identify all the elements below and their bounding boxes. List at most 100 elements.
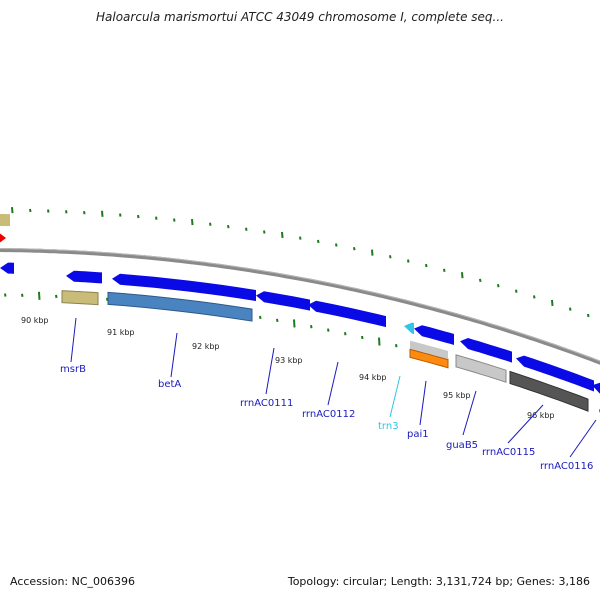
outer-tick-ring (11, 207, 590, 318)
inner-tick (361, 335, 364, 340)
inner-tick (327, 328, 330, 332)
gene-label-trn3[interactable]: trn3 (378, 421, 399, 432)
outer-tick (371, 249, 374, 256)
gene-label-pai1[interactable]: pai1 (407, 429, 429, 440)
outer-tick (47, 209, 50, 213)
topology-summary: Topology: circular; Length: 3,131,724 bp… (287, 575, 590, 588)
outer-tick (317, 239, 320, 244)
inner-tick (21, 293, 24, 298)
inner-tick (310, 325, 313, 329)
outer-tick (65, 210, 68, 214)
inner-tick (378, 337, 381, 346)
scale-label: 90 kbp (21, 316, 49, 325)
outer-tick (245, 227, 248, 231)
cds-arrow-guaB5[interactable] (460, 338, 512, 363)
feature-block-pai1-top[interactable] (410, 340, 448, 360)
inner-tick (106, 297, 109, 302)
outer-tick (515, 289, 518, 293)
leader-line-rrnAC0115 (507, 404, 544, 444)
outer-tick (155, 216, 158, 220)
outer-tick (227, 224, 230, 229)
scale-label: 95 kbp (443, 391, 471, 400)
outer-tick (11, 207, 14, 214)
leader-line-rrnAC0111 (265, 347, 275, 395)
backbone-layer (0, 248, 600, 365)
inner-tick (395, 344, 398, 348)
outer-tick (209, 222, 212, 226)
gene-label-rrnAC0115[interactable]: rrnAC0115 (482, 447, 535, 458)
leader-line-trn3 (389, 375, 401, 418)
leader-line-rrnAC0112 (327, 361, 339, 406)
outer-tick (263, 230, 266, 234)
outer-tick (335, 243, 338, 247)
gene-label-betA[interactable]: betA (158, 379, 181, 390)
scale-label: 93 kbp (275, 356, 303, 365)
feature-layer[interactable] (0, 214, 600, 412)
leader-line-betA (170, 332, 178, 378)
feature-block-betA[interactable] (107, 291, 253, 322)
cds-arrow-pai1[interactable] (414, 325, 454, 345)
cds-arrow-betA[interactable] (112, 273, 256, 301)
leader-line-pai1 (419, 380, 427, 426)
inner-tick (38, 291, 41, 300)
gene-label-rrnAC0112[interactable]: rrnAC0112 (302, 409, 355, 420)
trna-arrow-trn3[interactable] (404, 322, 414, 335)
gene-label-rrnAC0111[interactable]: rrnAC0111 (240, 398, 293, 409)
gene-label-msrB[interactable]: msrB (60, 364, 86, 375)
outer-tick (587, 313, 590, 318)
feature-block-khaki[interactable] (0, 214, 10, 227)
outer-tick (389, 255, 392, 259)
inner-tick (276, 318, 279, 323)
outer-tick (101, 210, 104, 217)
feature-block-guaB5[interactable] (455, 354, 507, 383)
outer-tick (533, 295, 536, 299)
accession-text: Accession: NC_006396 (10, 575, 136, 588)
outer-tick (119, 213, 122, 217)
scale-label-layer: 90 kbp 91 kbp 92 kbp 93 kbp 94 kbp 95 kbp 96 k… (21, 316, 555, 420)
outer-tick (137, 214, 140, 219)
outer-tick (461, 272, 464, 279)
outer-tick (407, 259, 410, 263)
outer-tick (191, 218, 194, 226)
outer-tick (299, 236, 302, 240)
inner-tick (344, 332, 347, 336)
gene-label-layer[interactable]: msrB betA rrnAC0111 rrnAC0112 trn3 pai1 guaB5 r… (60, 317, 597, 472)
cds-arrow-rrnAC0111[interactable] (256, 291, 310, 311)
outer-tick (83, 211, 86, 215)
feature-block-msrB[interactable] (61, 290, 99, 306)
feature-block-pai1[interactable] (409, 348, 449, 369)
outer-tick (425, 263, 428, 268)
outer-tick (353, 247, 356, 251)
outer-tick (551, 299, 554, 307)
outer-tick (569, 307, 572, 311)
gene-label-rrnAC0116[interactable]: rrnAC0116 (540, 461, 593, 472)
scale-label: 92 kbp (192, 342, 220, 351)
cds-arrow-rrnAC0115[interactable] (516, 355, 594, 392)
scale-label: 96 kbp (527, 411, 555, 420)
genome-backbone (0, 248, 600, 365)
cds-arrow[interactable] (0, 262, 14, 274)
leader-line-guaB5 (462, 390, 477, 436)
cds-arrow-rrnAC0112[interactable] (308, 300, 386, 328)
outer-tick (29, 208, 32, 213)
outer-tick (479, 278, 482, 283)
scale-label: 94 kbp (359, 373, 387, 382)
outer-tick (281, 231, 284, 239)
leader-line-msrB (70, 317, 77, 363)
scale-label: 91 kbp (107, 328, 135, 337)
gene-label-guaB5[interactable]: guaB5 (446, 440, 478, 451)
outer-tick (443, 268, 446, 272)
inner-tick (293, 319, 296, 328)
inner-tick (55, 294, 58, 299)
backbone-highlight (0, 248, 600, 362)
outer-tick (173, 218, 176, 222)
outer-tick (497, 284, 500, 288)
page-title: Haloarcula marismortui ATCC 43049 chromo… (96, 10, 504, 24)
cds-arrow-msrB[interactable] (66, 270, 102, 284)
leader-line-rrnAC0116 (569, 419, 597, 458)
feature-block-rrnAC0115[interactable] (509, 370, 589, 412)
feature-marker-red[interactable] (0, 232, 6, 244)
inner-tick (259, 315, 262, 320)
cds-arrow-rrnAC0116[interactable] (592, 382, 600, 396)
